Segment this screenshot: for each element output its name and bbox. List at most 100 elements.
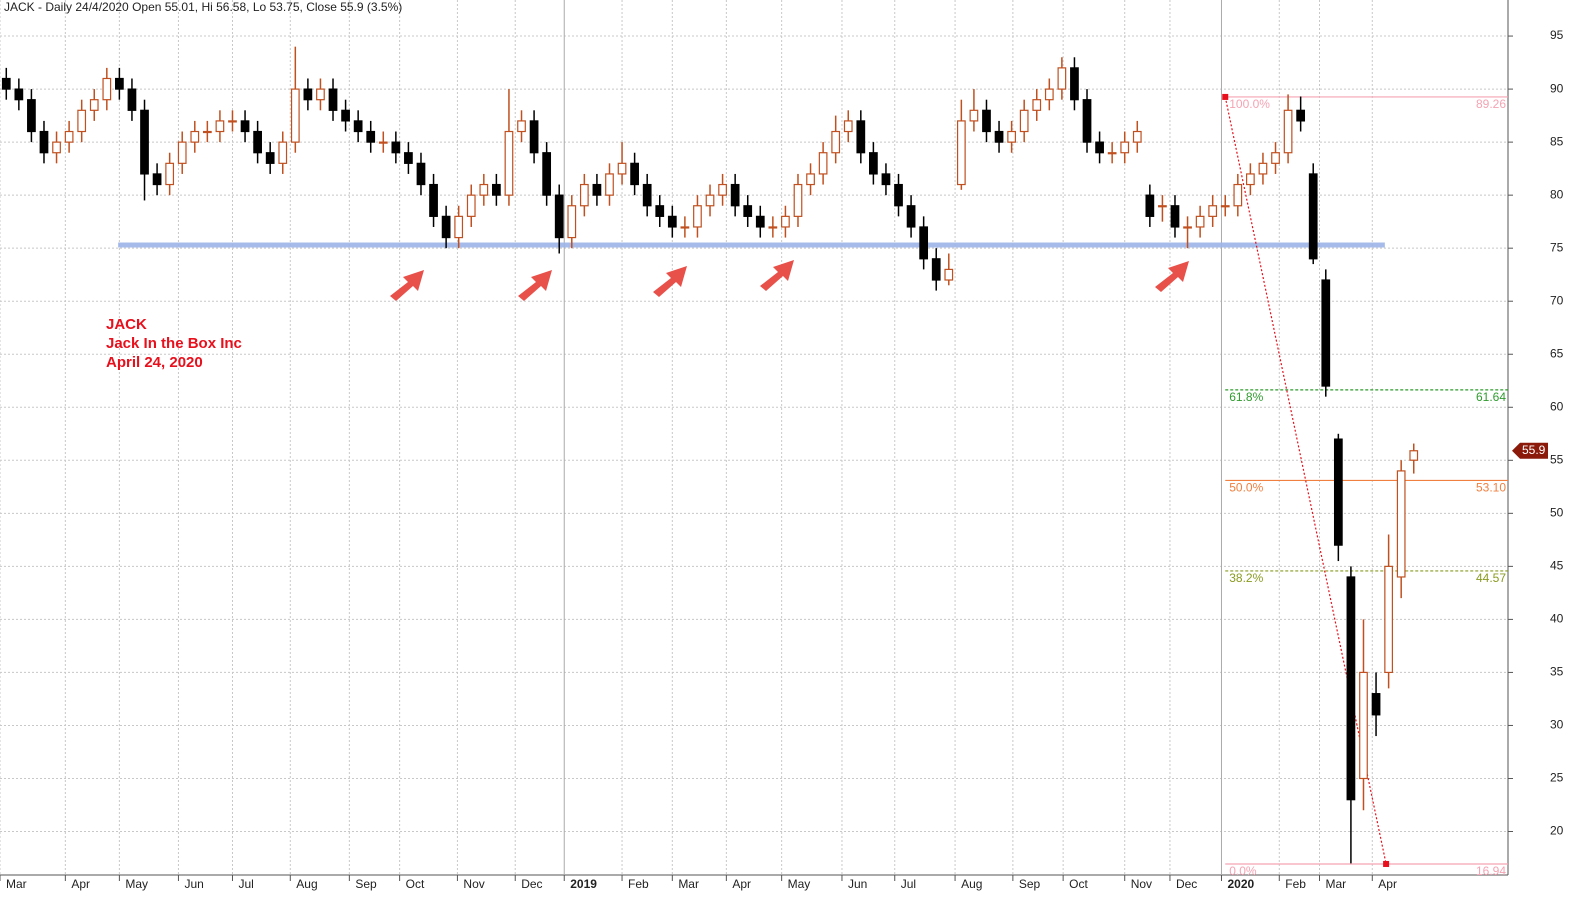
candle-body — [1271, 152, 1280, 164]
candle-body — [278, 141, 288, 164]
x-tick-label: Feb — [628, 877, 649, 891]
fib-value: 89.26 — [1476, 97, 1506, 111]
candle-body — [165, 162, 175, 186]
candle-body — [781, 215, 790, 228]
candle-body — [517, 120, 526, 133]
candle-body — [366, 130, 376, 143]
candle-body — [718, 183, 727, 196]
candle-body — [1145, 194, 1155, 217]
candle-body — [881, 173, 891, 186]
candle-body — [27, 99, 36, 133]
arrow — [760, 260, 794, 291]
candle-body — [215, 120, 225, 133]
annotation: Jack In the Box Inc — [106, 335, 242, 352]
fib-value: 16.94 — [1476, 864, 1506, 878]
candle-body — [102, 77, 112, 101]
fib-anchor — [1222, 93, 1229, 100]
candle-body — [1, 77, 11, 90]
candle-body — [1120, 141, 1130, 154]
x-tick-label: Dec — [521, 877, 542, 891]
candle-body — [1195, 215, 1205, 228]
candle-body — [1396, 470, 1406, 578]
candle-body — [441, 215, 451, 239]
candle-body — [1170, 205, 1180, 228]
candle-body — [404, 152, 413, 164]
x-tick-label: Jul — [901, 877, 916, 891]
candle-body — [127, 88, 137, 111]
candle-body — [982, 109, 991, 133]
last-price-label: 55.9 — [1522, 443, 1546, 457]
x-tick-label: Sep — [1019, 877, 1041, 891]
candle-body — [290, 88, 300, 143]
x-tick-label: Nov — [1131, 877, 1152, 891]
y-tick-label: 20 — [1550, 824, 1564, 838]
candle-body — [341, 109, 350, 122]
y-tick-label: 70 — [1550, 293, 1564, 307]
fib-label: 38.2% — [1229, 571, 1263, 585]
candle-body — [316, 88, 325, 101]
candle-body — [1132, 130, 1142, 143]
candle-body — [630, 162, 639, 186]
x-tick-label: Aug — [296, 877, 317, 891]
x-tick-label: Jun — [848, 877, 867, 891]
candle-body — [1107, 152, 1117, 155]
x-tick-label: Apr — [1378, 877, 1397, 891]
candle-body — [479, 183, 489, 196]
y-tick-label: 85 — [1550, 134, 1564, 148]
candle-body — [567, 205, 577, 239]
candle-body — [504, 130, 514, 196]
candle-body — [1359, 671, 1368, 780]
candle-body — [793, 183, 803, 217]
candle-body — [77, 109, 87, 133]
y-tick-label: 80 — [1550, 187, 1564, 201]
candle-body — [919, 226, 929, 260]
candle-body — [617, 162, 627, 175]
candle-body — [1233, 183, 1243, 207]
y-tick-label: 25 — [1550, 771, 1564, 785]
candle-body — [1082, 99, 1092, 143]
fib-label: 61.8% — [1229, 390, 1263, 404]
x-tick-label: Oct — [1069, 877, 1088, 891]
fib-label: 100.0% — [1229, 97, 1270, 111]
candle-body — [667, 215, 677, 228]
candle-body — [190, 130, 200, 143]
fib-value: 53.10 — [1476, 481, 1506, 495]
candle-body — [39, 130, 49, 154]
arrows — [390, 260, 1189, 301]
arrow — [390, 270, 424, 301]
candle-body — [693, 205, 702, 228]
candle-body — [1208, 205, 1218, 217]
candle-body — [856, 120, 866, 154]
x-tick-label: 2020 — [1227, 877, 1254, 891]
candle-body — [554, 194, 564, 239]
candle-body — [894, 183, 903, 207]
candle-body — [391, 141, 401, 154]
chart-title: JACK - Daily 24/4/2020 Open 55.01, Hi 56… — [4, 0, 402, 14]
candle-body — [416, 162, 426, 186]
candle-body — [906, 205, 916, 228]
candle-body — [1321, 279, 1331, 387]
candle-body — [177, 141, 187, 164]
candle-body — [1384, 565, 1393, 674]
candle-body — [755, 215, 765, 228]
fib-label: 50.0% — [1229, 481, 1263, 495]
candle-body — [680, 226, 690, 229]
candle-body — [818, 152, 828, 175]
candle-body — [14, 88, 24, 101]
y-tick-label: 40 — [1550, 612, 1564, 626]
candle-body — [994, 130, 1004, 143]
candle-body — [1246, 173, 1255, 186]
y-tick-label: 55 — [1550, 452, 1564, 466]
x-tick-label: Mar — [1326, 877, 1347, 891]
candle-body — [1057, 67, 1067, 90]
candle-body — [1019, 109, 1029, 133]
candle-body — [429, 183, 438, 217]
y-tick-label: 65 — [1550, 346, 1564, 360]
fib-anchor — [1383, 860, 1390, 867]
candle-body — [642, 183, 652, 207]
candle-body — [454, 215, 464, 239]
candle-body — [944, 268, 954, 281]
candle-body — [52, 141, 61, 154]
